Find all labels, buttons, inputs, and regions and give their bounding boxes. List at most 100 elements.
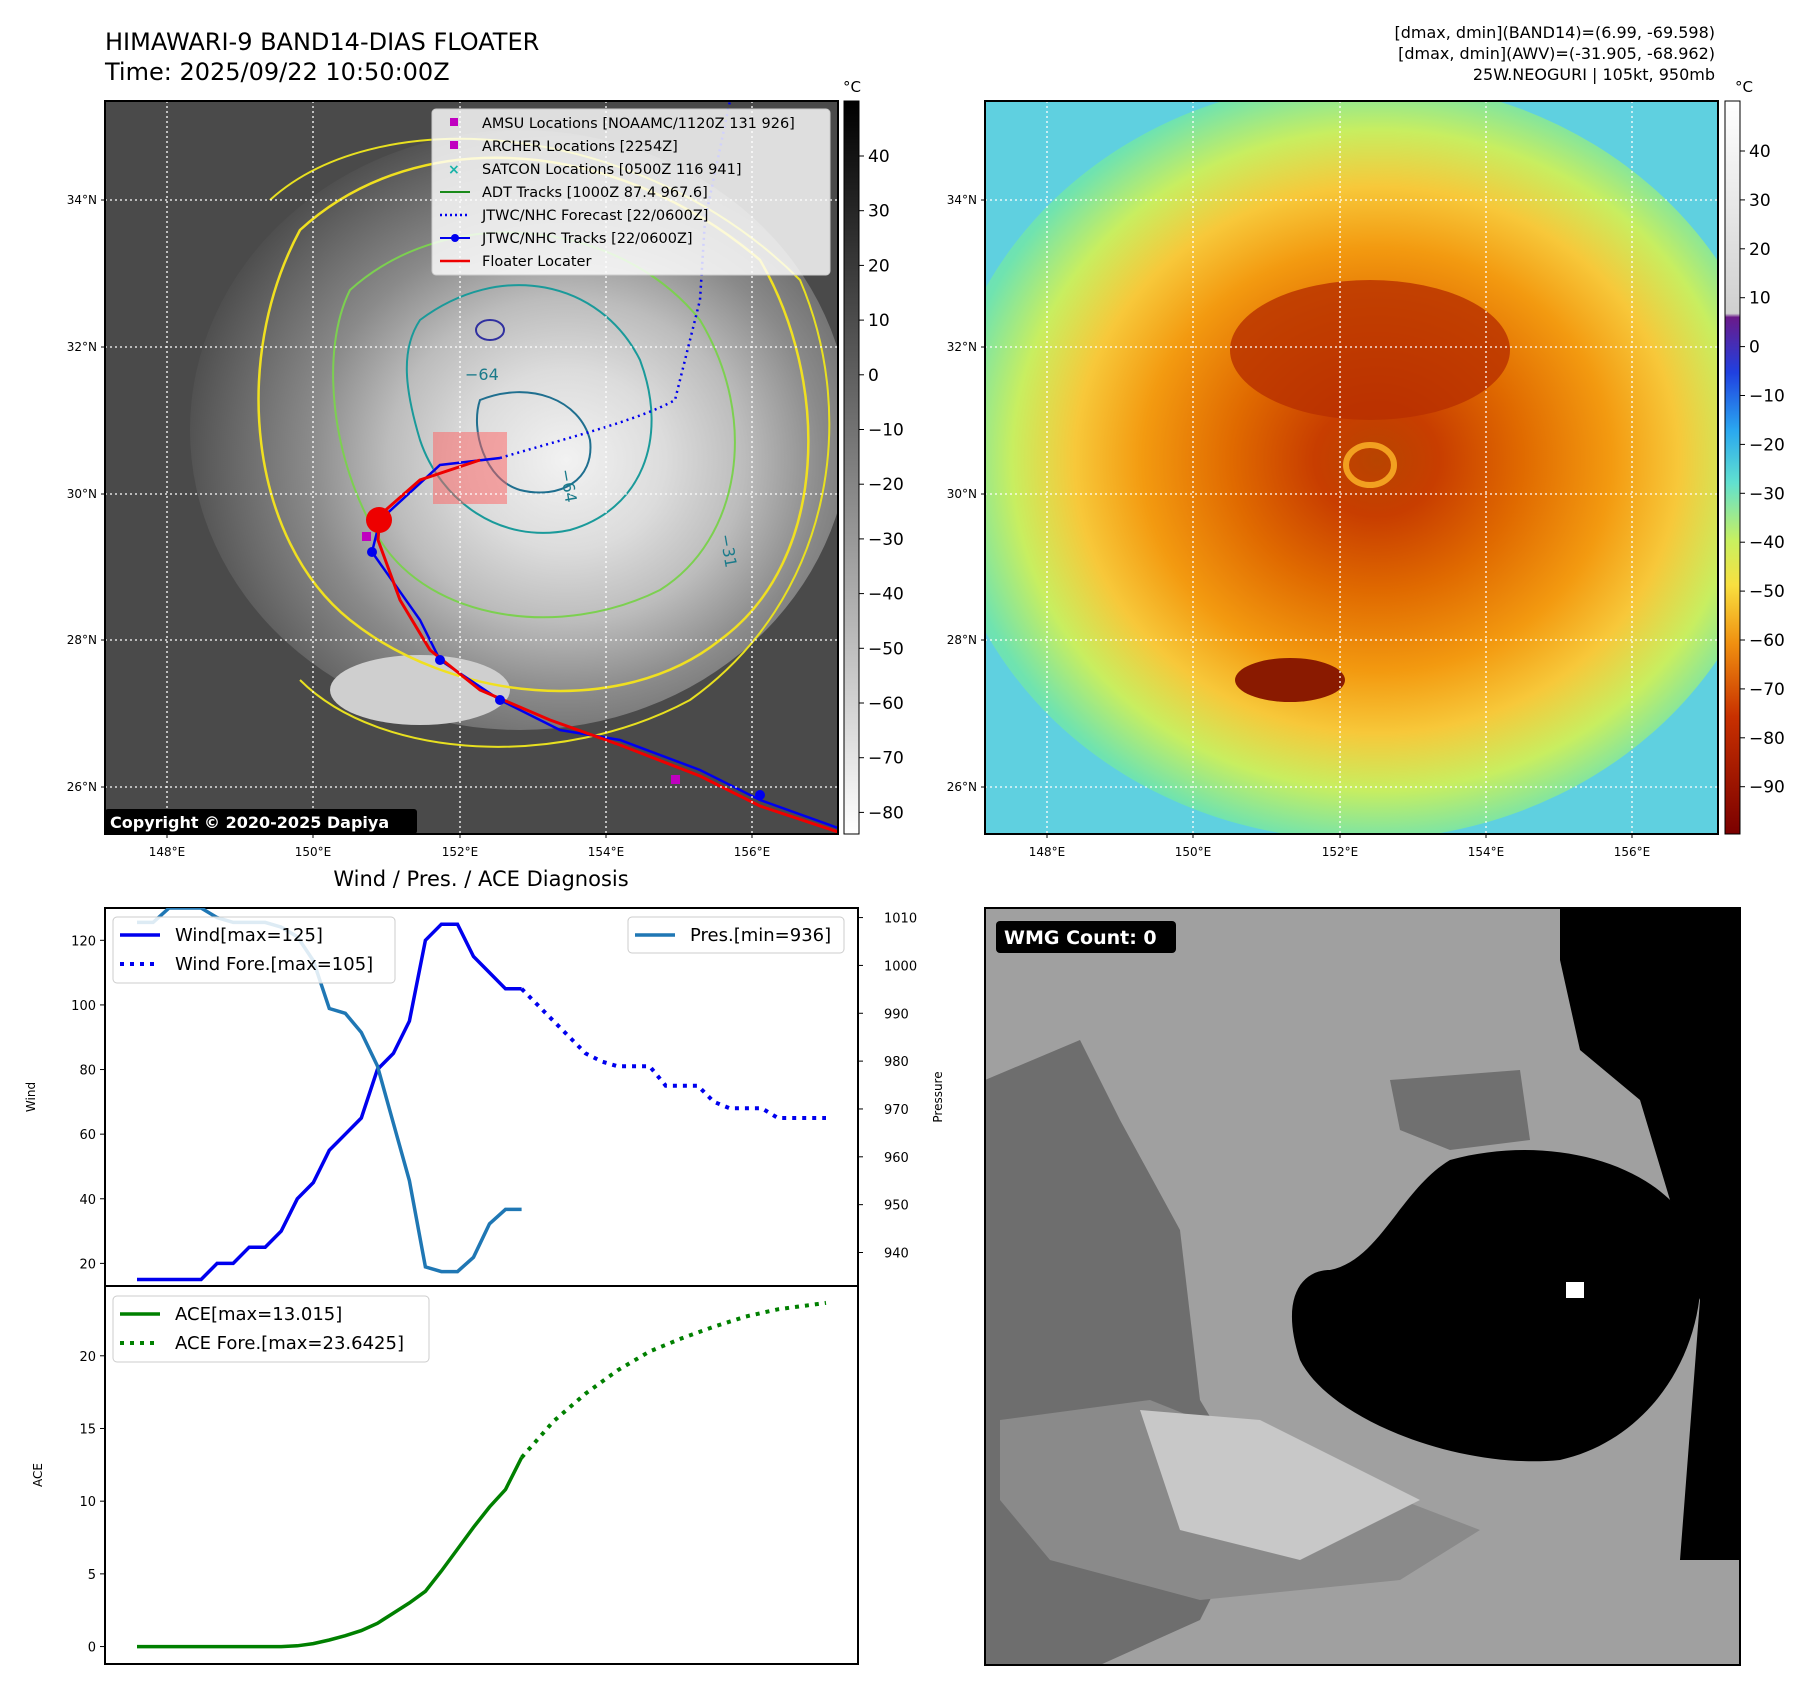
colorbar-tick-label: 20	[868, 256, 890, 276]
legend-ace: ACE[max=13.015]	[175, 1304, 342, 1325]
archer-location-marker	[671, 775, 680, 784]
colorbar-tick-label: −50	[868, 639, 904, 659]
ir-colorbar	[843, 100, 860, 835]
info-storm: 25W.NEOGURI | 105kt, 950mb	[1473, 65, 1715, 84]
floater-locater-track	[376, 458, 838, 834]
colorbar-tick-label: −80	[868, 803, 904, 823]
colorbar-tick-label: 40	[868, 147, 890, 167]
awv-colorbar-unit: °C	[1735, 78, 1753, 96]
lon-tick-label: 150°E	[295, 845, 332, 859]
jtwc-track-point	[495, 695, 505, 705]
lat-tick-label: 34°N	[947, 193, 977, 207]
colorbar-tick-label: −10	[1749, 387, 1785, 407]
lat-tick-label: 26°N	[947, 780, 977, 794]
legend-ace-forecast: ACE Fore.[max=23.6425]	[175, 1333, 404, 1354]
legend-item: JTWC/NHC Forecast [22/0600Z]	[481, 208, 708, 224]
wind-tick-label: 60	[79, 1128, 96, 1143]
copyright-text: Copyright © 2020-2025 Dapiya	[110, 813, 389, 832]
colorbar-tick-label: −80	[1749, 729, 1785, 749]
ace-tick-label: 0	[88, 1641, 96, 1656]
legend-item: AMSU Locations [NOAAMC/1120Z 131 926]	[482, 116, 795, 132]
ace-tick-label: 10	[79, 1495, 96, 1510]
colorbar-tick-label: 10	[868, 311, 890, 331]
lat-tick-label: 28°N	[947, 633, 977, 647]
colorbar-tick-label: −60	[868, 694, 904, 714]
colorbar-tick-label: −50	[1749, 582, 1785, 602]
legend-item: ADT Tracks [1000Z 87.4 967.6]	[482, 185, 708, 201]
jtwc-track-point	[755, 790, 765, 800]
pressure-tick-label: 940	[884, 1247, 909, 1262]
wind-axis-label: Wind	[24, 1082, 38, 1112]
jtwc-track-point	[435, 655, 445, 665]
wind-y-ticks: 20 40 60 80 100 120	[71, 934, 105, 1272]
wmg-count-label: WMG Count: 0	[1004, 927, 1157, 949]
wmg-eye-pixel	[1566, 1282, 1584, 1298]
copyright-badge	[105, 809, 417, 834]
wmg-gray-patch	[1390, 1070, 1530, 1150]
colorbar-tick-label: 0	[1749, 338, 1760, 358]
wind-tick-label: 40	[79, 1193, 96, 1208]
lat-tick-label: 32°N	[67, 340, 97, 354]
wmg-panel-frame	[984, 907, 1741, 1666]
lon-tick-label: 152°E	[442, 845, 479, 859]
legend-amsu-marker	[450, 118, 458, 126]
lon-tick-label: 154°E	[588, 845, 625, 859]
lon-tick-label: 150°E	[1175, 845, 1212, 859]
ace-tick-label: 15	[79, 1422, 96, 1437]
wind-tick-label: 120	[71, 934, 96, 949]
jtwc-forecast-track	[499, 101, 732, 460]
diagnosis-title: Wind / Pres. / ACE Diagnosis	[333, 867, 628, 891]
wind-forecast-series-line	[520, 987, 826, 1120]
info-band14: [dmax, dmin](BAND14)=(6.99, -69.598)	[1395, 23, 1716, 42]
colorbar-tick-label: −70	[1749, 680, 1785, 700]
lon-tick-label: 148°E	[149, 845, 186, 859]
lon-tick-label: 156°E	[1614, 845, 1651, 859]
ir-colorbar-unit: °C	[843, 78, 861, 96]
awv-moisture-field	[985, 101, 1718, 834]
awv-panel-frame	[984, 100, 1719, 835]
colorbar-tick-label: 20	[1749, 240, 1771, 260]
pressure-legend: Pres.[min=936]	[627, 916, 845, 954]
lon-tick-label: 156°E	[734, 845, 771, 859]
ace-tick-label: 5	[88, 1568, 96, 1583]
legend-item: SATCON Locations [0500Z 116 941]	[482, 162, 741, 178]
legend-archer-marker	[450, 141, 458, 149]
diagnosis-panel: Wind / Pres. / ACE Diagnosis 20406080100…	[24, 867, 945, 1665]
ir-rainband	[330, 655, 510, 725]
floater-current-position	[366, 507, 392, 533]
colorbar-tick-label: 30	[868, 202, 890, 222]
ir-lat-ticks: 26°N 28°N 30°N 32°N 34°N	[67, 193, 105, 794]
lat-tick-label: 28°N	[67, 633, 97, 647]
awv-grid	[985, 101, 1718, 834]
ace-legend: ACE[max=13.015] ACE Fore.[max=23.6425]	[112, 1295, 430, 1363]
awv-colorbar-ticks: 40 30 20 10 0 −10 −20 −30 −40 −50 −60 −70 −80 −90	[1740, 142, 1785, 798]
pressure-tick-label: 950	[884, 1199, 909, 1214]
legend-wind: Wind[max=125]	[175, 925, 323, 946]
pressure-tick-label: 1010	[884, 912, 917, 927]
colorbar-tick-label: −40	[1749, 533, 1785, 553]
ir-legend: AMSU Locations [NOAAMC/1120Z 131 926] AR…	[431, 108, 831, 276]
ir-colorbar-ticks: 40 30 20 10 0 −10 −20 −30 −40 −50 −60 −70 −80	[859, 147, 904, 823]
wind-legend: Wind[max=125] Wind Fore.[max=105]	[112, 916, 396, 984]
lon-tick-label: 152°E	[1322, 845, 1359, 859]
lat-tick-label: 30°N	[947, 487, 977, 501]
colorbar-tick-label: −90	[1749, 778, 1785, 798]
wmg-light-region	[1140, 1410, 1420, 1560]
lon-tick-label: 154°E	[1468, 845, 1505, 859]
legend-item: ARCHER Locations [2254Z]	[482, 139, 678, 155]
amsu-location-marker	[362, 532, 371, 541]
wind-tick-label: 80	[79, 1064, 96, 1079]
ir-contour-teal	[405, 284, 653, 534]
wmg-dark-region	[1560, 908, 1740, 1560]
colorbar-tick-label: −60	[1749, 631, 1785, 651]
pressure-axis-label: Pressure	[931, 1071, 945, 1122]
ace-series-line	[137, 1456, 524, 1649]
ir-panel: −64 −64 −31	[67, 78, 904, 859]
ir-contour-label: −64	[465, 365, 499, 384]
lon-tick-label: 148°E	[1029, 845, 1066, 859]
wind-tick-label: 100	[71, 999, 96, 1014]
awv-panel: °C 403020100−10−20−30−40−50−60−70−80−90 …	[947, 78, 1785, 859]
info-awv: [dmax, dmin](AWV)=(-31.905, -68.962)	[1398, 44, 1715, 63]
lat-tick-label: 30°N	[67, 487, 97, 501]
